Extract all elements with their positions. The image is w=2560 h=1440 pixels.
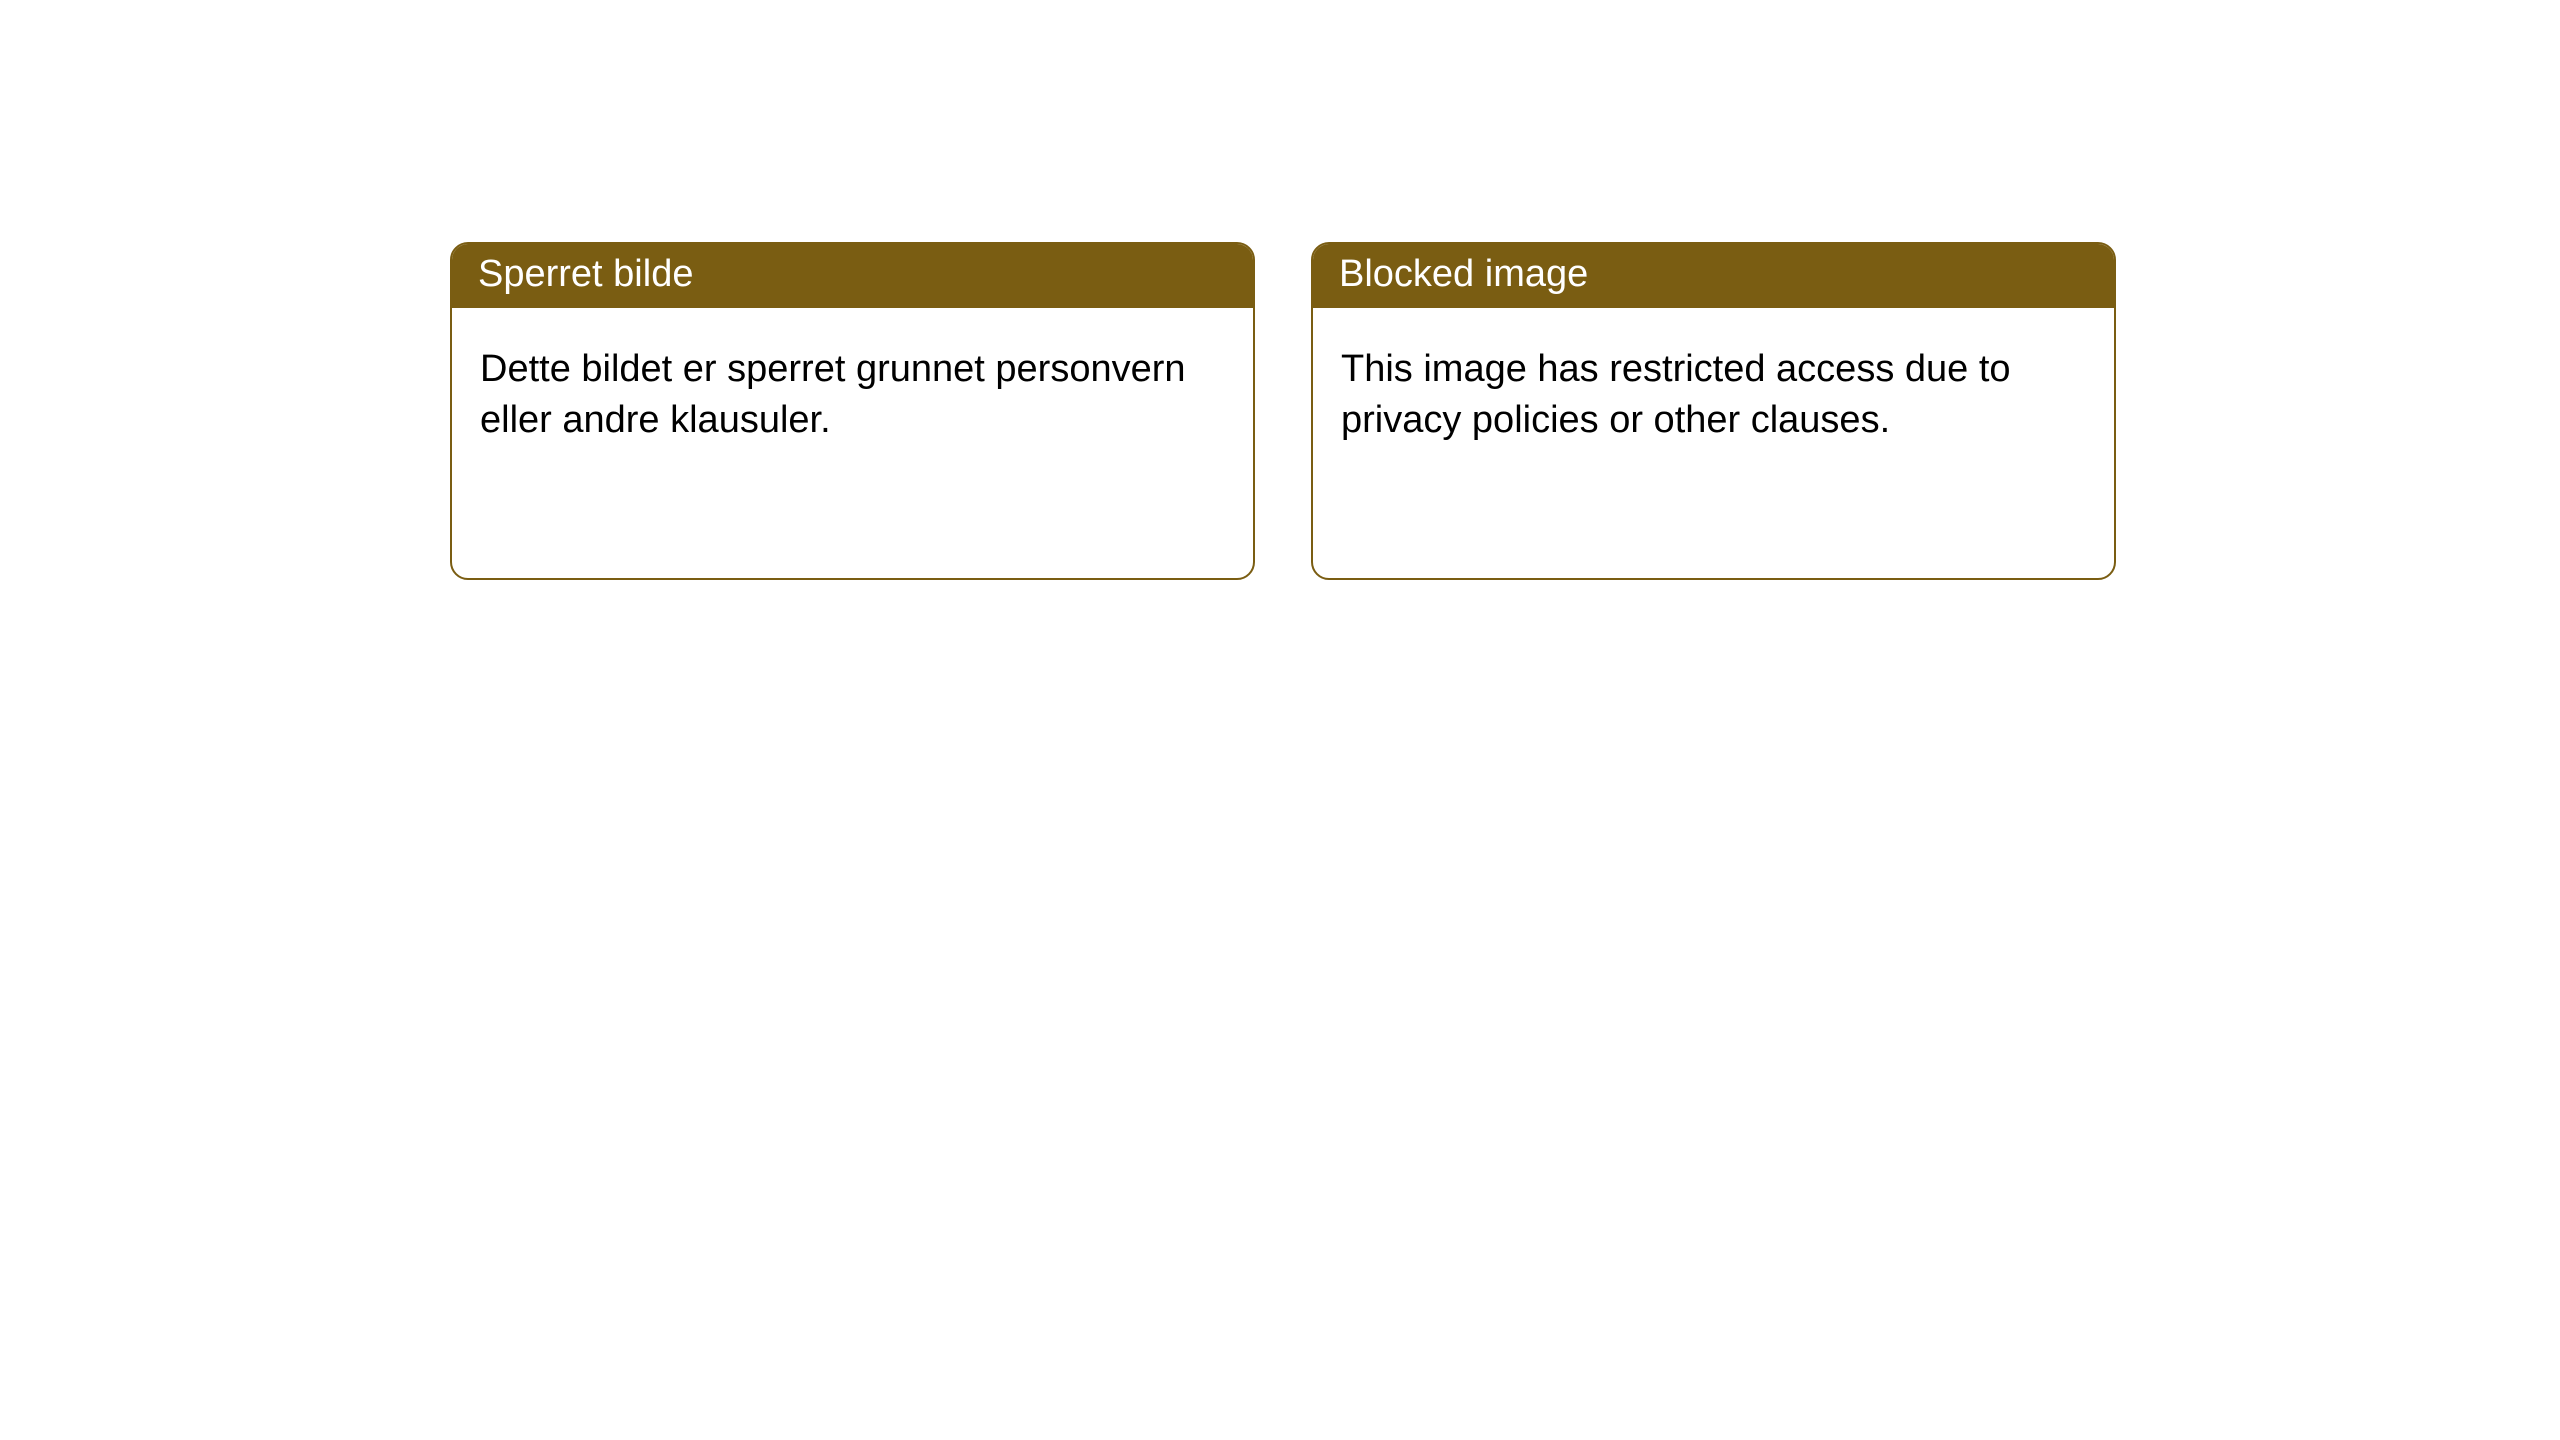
blocked-image-card-norwegian: Sperret bilde Dette bildet er sperret gr… xyxy=(450,242,1255,580)
blocked-image-card-english: Blocked image This image has restricted … xyxy=(1311,242,2116,580)
card-body: This image has restricted access due to … xyxy=(1313,308,2114,483)
card-body-text: Dette bildet er sperret grunnet personve… xyxy=(480,348,1186,441)
card-header: Sperret bilde xyxy=(452,244,1253,308)
notice-container: Sperret bilde Dette bildet er sperret gr… xyxy=(0,0,2560,580)
card-body: Dette bildet er sperret grunnet personve… xyxy=(452,308,1253,483)
card-body-text: This image has restricted access due to … xyxy=(1341,348,2011,441)
card-header: Blocked image xyxy=(1313,244,2114,308)
card-title: Sperret bilde xyxy=(478,253,693,295)
card-title: Blocked image xyxy=(1339,253,1588,295)
